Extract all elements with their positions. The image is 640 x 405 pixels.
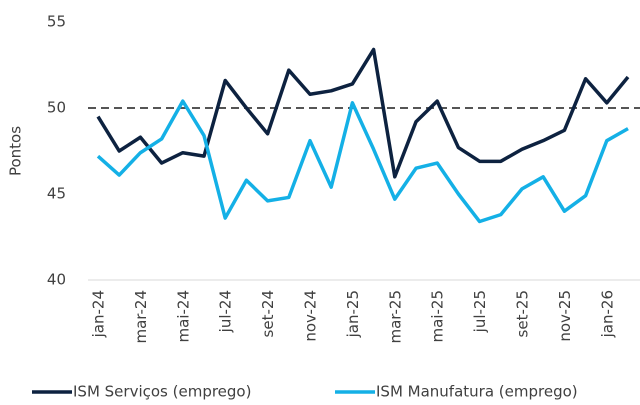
x-tick-label: nov-25	[556, 290, 574, 342]
x-tick-label: set-25	[514, 290, 532, 337]
y-axis-label: Pontos	[7, 126, 25, 176]
x-tick-label: jul-25	[471, 290, 489, 333]
x-tick-label: mar-24	[132, 290, 150, 344]
x-tick-label: nov-24	[302, 290, 320, 342]
legend-label: ISM Serviços (emprego)	[73, 383, 251, 401]
y-tick-label: 40	[47, 271, 66, 289]
x-tick-label: set-24	[259, 290, 277, 337]
y-tick-label: 45	[47, 185, 66, 203]
y-tick-label: 50	[47, 99, 66, 117]
x-tick-label: jan-25	[344, 290, 362, 338]
line-series	[96, 47, 630, 179]
x-tick-label: jul-24	[217, 290, 235, 333]
line-series	[96, 99, 629, 224]
x-tick-label: mar-25	[386, 290, 404, 344]
x-tick-label: jan-24	[90, 290, 108, 338]
x-tick-label: mai-24	[174, 290, 192, 342]
x-tick-label: mai-25	[429, 290, 447, 342]
legend-label: ISM Manufatura (emprego)	[376, 383, 578, 401]
x-tick-label: jan-26	[598, 290, 616, 338]
y-tick-label: 55	[47, 13, 66, 31]
